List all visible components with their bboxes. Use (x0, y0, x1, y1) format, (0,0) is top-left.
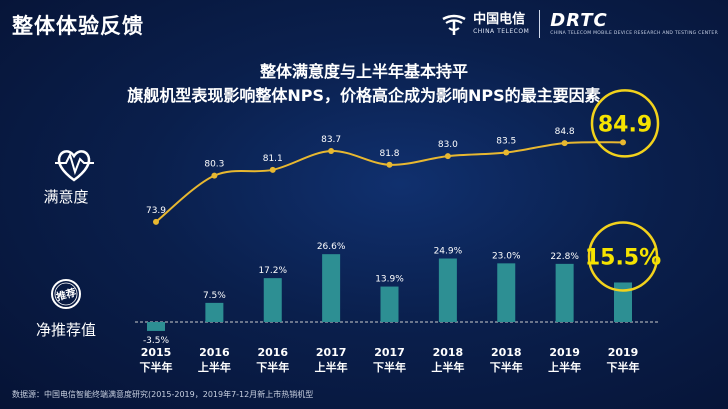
china-telecom-logo: 中国电信 CHINA TELECOM (441, 11, 529, 37)
chart: 推荐 满意度 净推荐值 -3.5% 7.5% 17.2% 26.6% 13.9% 24.9… (36, 89, 662, 374)
nps-highlight-circle (587, 221, 659, 292)
page-title: 整体体验反馈 (12, 14, 144, 38)
satisfaction-line (153, 139, 626, 225)
x-tick-half-5: 上半年 (431, 360, 464, 374)
satisfaction-label-0: 73.9 (146, 206, 166, 216)
nps-highlight-value: 15.5% (585, 245, 661, 270)
x-tick-year-2: 2016 (257, 346, 288, 359)
satisfaction-point-5 (444, 153, 451, 160)
satisfaction-label-6: 83.5 (496, 137, 516, 147)
x-tick-half-2: 下半年 (256, 360, 289, 374)
nps-label-2: 17.2% (258, 266, 287, 276)
footnote: 数据源：中国电信智能终端满意度研究(2015-2019，2019年7-12月新上… (12, 390, 314, 399)
nps-label-4: 13.9% (375, 275, 404, 285)
nps-label-5: 24.9% (434, 247, 463, 257)
recommend-stamp-icon: 推荐 (51, 279, 81, 309)
satisfaction-label-2: 81.1 (263, 154, 283, 164)
nps-bar-7 (555, 263, 574, 322)
satisfaction-label-5: 83.0 (438, 140, 458, 150)
nps-bar-3 (322, 254, 341, 322)
china-telecom-en: CHINA TELECOM (473, 28, 530, 35)
satisfaction-label-3: 83.7 (321, 135, 341, 145)
nps-label-7: 22.8% (550, 252, 579, 262)
drtc-subtitle: CHINA TELECOM MOBILE DEVICE RESEARCH AND… (550, 30, 718, 36)
headline-1: 整体满意度与上半年基本持平 (259, 62, 468, 81)
satisfaction-point-0 (153, 218, 159, 225)
satisfaction-highlight-circle (590, 89, 660, 158)
china-telecom-icon (442, 14, 466, 35)
x-tick-year-1: 2016 (199, 346, 230, 359)
nps-bar-1 (205, 302, 224, 322)
satisfaction-point-7 (561, 140, 568, 147)
nps-bar-6 (497, 263, 516, 322)
nps-bar-0 (147, 322, 165, 331)
satisfaction-point-8 (620, 139, 626, 146)
x-tick-half-0: 下半年 (140, 360, 173, 374)
nps-bars (147, 254, 632, 331)
x-tick-half-7: 上半年 (548, 360, 581, 374)
x-tick-half-8: 下半年 (607, 360, 640, 374)
x-tick-year-0: 2015 (141, 346, 172, 359)
satisfaction-point-1 (211, 172, 218, 179)
nps-label-3: 26.6% (317, 242, 346, 252)
data-labels: -3.5% 7.5% 17.2% 26.6% 13.9% 24.9% 23.0% 22.8% 7… (143, 127, 579, 346)
nps-label-6: 23.0% (492, 251, 521, 261)
nps-label: 净推荐值 (36, 321, 96, 339)
x-tick-half-4: 下半年 (373, 360, 406, 374)
satisfaction-point-6 (503, 149, 510, 156)
nps-bar-8 (614, 282, 632, 322)
logo-divider (539, 10, 541, 38)
heart-rate-icon (55, 150, 94, 182)
nps-bar-2 (263, 278, 282, 322)
satisfaction-point-4 (386, 161, 393, 168)
x-axis: 2015下半年2016上半年2016下半年2017上半年2017下半年2018上… (140, 346, 640, 374)
satisfaction-point-2 (269, 166, 276, 173)
drtc-name: DRTC (550, 9, 608, 31)
satisfaction-highlight-value: 84.9 (598, 112, 652, 137)
x-tick-year-5: 2018 (433, 346, 464, 359)
x-tick-year-8: 2019 (608, 346, 639, 359)
x-tick-year-4: 2017 (374, 346, 405, 359)
headline-2: 旗舰机型表现影响整体NPS，价格高企成为影响NPS的最主要因素 (127, 86, 601, 105)
nps-bar-4 (380, 286, 399, 322)
x-tick-year-7: 2019 (549, 346, 580, 359)
satisfaction-label: 满意度 (43, 188, 88, 206)
satisfaction-label-1: 80.3 (204, 160, 224, 170)
x-tick-half-1: 上半年 (198, 360, 231, 374)
x-tick-year-6: 2018 (491, 346, 522, 359)
highlight-circles: 84.9 15.5% (585, 89, 661, 292)
satisfaction-label-4: 81.8 (379, 149, 399, 159)
logos: 中国电信 CHINA TELECOM DRTC CHINA TELECOM MO… (441, 6, 718, 42)
drtc-logo: DRTC CHINA TELECOM MOBILE DEVICE RESEARC… (550, 9, 718, 37)
satisfaction-point-3 (328, 148, 335, 155)
china-telecom-cn: 中国电信 (473, 12, 526, 27)
x-tick-half-3: 上半年 (315, 360, 348, 374)
satisfaction-label-7: 84.8 (555, 127, 575, 137)
recommend-stamp-text: 推荐 (55, 286, 78, 304)
x-tick-half-6: 下半年 (490, 360, 523, 374)
nps-label-1: 7.5% (203, 291, 226, 301)
x-tick-year-3: 2017 (316, 346, 347, 359)
nps-bar-5 (438, 258, 457, 322)
nps-label-0: -3.5% (143, 336, 170, 346)
